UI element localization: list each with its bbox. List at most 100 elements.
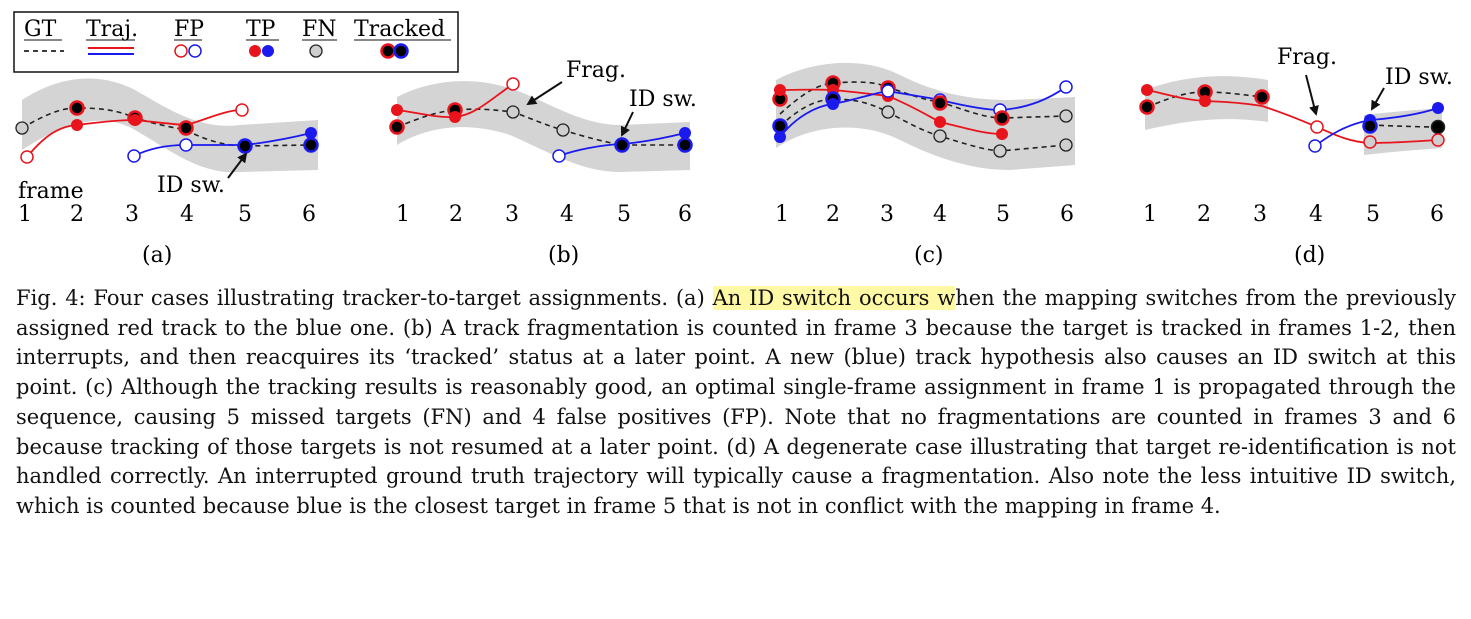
fp-blue-marker [127, 149, 141, 163]
tp-red-marker [391, 104, 403, 116]
tracked-red-marker [69, 100, 85, 116]
frag-arrow [1305, 74, 1319, 116]
legend-tp-blue-icon [262, 45, 274, 57]
fp-blue-marker [881, 84, 895, 98]
frame-tick-label: 6 [1430, 202, 1444, 227]
frame-tick-label: 2 [826, 202, 840, 227]
panel-label: (b) [548, 243, 579, 268]
fp-red-marker [506, 77, 520, 91]
legend-label-traj: Traj. [86, 17, 138, 42]
frame-tick-label: 5 [617, 202, 631, 227]
panel-c: 1 2 3 4 5 6 (c) [772, 62, 1075, 268]
tp-red-marker [449, 111, 461, 123]
frame-tick-label: 6 [302, 202, 316, 227]
legend-label-fp: FP [174, 17, 204, 42]
tracked-blue-marker [237, 138, 253, 154]
legend-tracked-blue-icon [393, 43, 409, 59]
frag-arrow [526, 81, 563, 106]
tp-red-marker [934, 116, 946, 128]
tp-red-marker [1199, 95, 1211, 107]
frame-tick-label: 4 [933, 202, 947, 227]
tracked-blue-marker [677, 137, 693, 153]
figure-caption: Fig. 4: Four cases illustrating tracker-… [16, 284, 1456, 522]
frame-tick-label: 4 [180, 202, 194, 227]
fp-red-marker [1310, 120, 1324, 134]
legend-fp-blue-icon [188, 44, 202, 58]
id-switch-annotation: ID sw. [629, 87, 697, 112]
caption-prefix: Fig. 4: Four cases illustrating tracker-… [16, 286, 713, 310]
frame-tick-label: 1 [18, 202, 32, 227]
tracked-red-marker [994, 110, 1010, 126]
tp-blue-marker [827, 98, 839, 110]
gt-band [776, 62, 1075, 171]
id-switch-annotation: ID sw. [1385, 65, 1453, 90]
tp-red-marker [129, 114, 141, 126]
fp-blue-marker [1308, 139, 1322, 153]
frag-annotation: Frag. [566, 58, 626, 83]
fp-blue-marker [179, 138, 193, 152]
id-switch-arrow [620, 111, 634, 137]
tracked-blue-marker [303, 137, 319, 153]
tracked-blue-marker [1362, 118, 1378, 134]
tracked-red-marker [1139, 99, 1155, 115]
tracked-blue-marker [772, 118, 788, 134]
frame-tick-label: 1 [396, 202, 410, 227]
id-switch-arrow [1371, 87, 1385, 111]
frame-tick-label: 5 [996, 202, 1010, 227]
fn-marker [881, 105, 895, 119]
frame-tick-label: 4 [560, 202, 574, 227]
fn-marker [506, 105, 520, 119]
frame-tick-label: 6 [1060, 202, 1074, 227]
tp-red-marker [1141, 84, 1153, 96]
frame-tick-label: 3 [505, 202, 519, 227]
fp-blue-marker [1059, 80, 1073, 94]
frame-tick-label: 6 [678, 202, 692, 227]
frame-tick-label: 1 [1143, 202, 1157, 227]
frame-tick-label: 2 [1197, 202, 1211, 227]
tp-blue-marker [679, 127, 691, 139]
panel-label: (a) [142, 243, 172, 268]
fn-marker [1363, 135, 1377, 149]
tracked-red-marker [932, 95, 948, 111]
frame-word: frame [18, 179, 84, 204]
tp-red-marker [774, 84, 786, 96]
frame-tick-label: 3 [1253, 202, 1267, 227]
tp-red-marker [71, 119, 83, 131]
frame-tick-label: 3 [880, 202, 894, 227]
tp-blue-marker [1432, 102, 1444, 114]
legend: GT Traj. FP TP FN Tracked [13, 11, 459, 73]
fp-red-marker [20, 150, 34, 164]
panel-d: Frag. ID sw. 1 2 3 4 5 6 (d) [1139, 45, 1453, 268]
fp-blue-marker [552, 149, 566, 163]
legend-tp-red-icon [249, 45, 261, 57]
frame-tick-label: 3 [125, 202, 139, 227]
frame-tick-label: 4 [1309, 202, 1323, 227]
frame-tick-label: 2 [449, 202, 463, 227]
tp-red-marker [996, 128, 1008, 140]
tp-blue-marker [774, 131, 786, 143]
legend-tracked-red-icon [380, 43, 396, 59]
gt-trajectory [1369, 124, 1439, 128]
tracked-marker [1430, 119, 1446, 135]
fn-marker [1059, 109, 1073, 123]
figure: GT Traj. FP TP FN Tracked [13, 11, 1453, 268]
panel-label: (c) [914, 243, 944, 268]
fn-marker [1431, 133, 1445, 147]
fn-marker [556, 123, 570, 137]
blue-track [779, 86, 1067, 138]
id-switch-arrow [227, 152, 248, 179]
frame-tick-label: 5 [238, 202, 252, 227]
gt-trajectory [1146, 91, 1263, 108]
fn-marker [1059, 138, 1073, 152]
fn-marker [933, 129, 947, 143]
frame-tick-label: 5 [1366, 202, 1380, 227]
id-switch-annotation: ID sw. [157, 173, 225, 198]
fp-red-marker [235, 103, 249, 117]
legend-label-tracked: Tracked [354, 17, 445, 42]
panel-a: ID sw. frame 1 2 3 4 5 6 (a) [15, 78, 319, 268]
gt-band [1364, 108, 1442, 155]
fn-marker [15, 121, 29, 135]
legend-label-tp: TP [246, 17, 276, 42]
panel-label: (d) [1294, 243, 1325, 268]
frag-annotation: Frag. [1277, 45, 1337, 70]
